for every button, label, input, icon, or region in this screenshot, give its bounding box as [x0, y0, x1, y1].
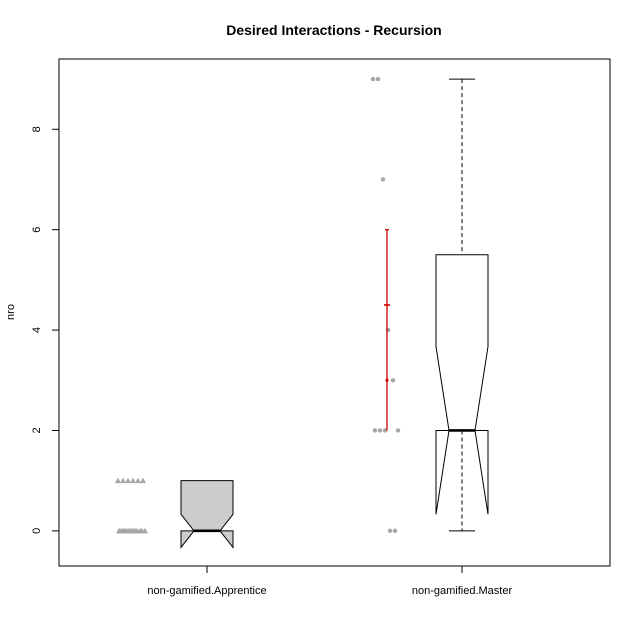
x-tick-label: non-gamified.Master — [412, 585, 513, 597]
y-axis-label: nro — [5, 304, 17, 320]
chart-title: Desired Interactions - Recursion — [226, 22, 442, 38]
jitter-point — [382, 428, 388, 433]
jitter-point — [140, 477, 146, 484]
jitter-point — [380, 177, 386, 182]
jitter-point — [121, 527, 127, 534]
jitter-point — [395, 428, 401, 433]
jitter-point — [115, 477, 121, 484]
jitter-point — [131, 527, 137, 534]
jitter-point — [390, 378, 396, 383]
jitter-points — [115, 76, 401, 534]
jitter-point — [120, 477, 126, 484]
jitter-point — [116, 527, 122, 534]
y-tick-label: 4 — [31, 327, 43, 333]
jitter-point — [135, 477, 141, 484]
x-tick-label: non-gamified.Apprentice — [147, 585, 266, 597]
jitter-point — [387, 528, 393, 534]
y-tick-label: 6 — [31, 227, 43, 233]
x-axis: non-gamified.Apprentice non-gamified.Mast… — [147, 565, 513, 597]
jitter-point — [130, 477, 136, 484]
y-tick-label: 0 — [31, 528, 43, 534]
mean-sd-lower-marker — [385, 378, 389, 382]
jitter-point — [139, 527, 145, 534]
jitter-point — [125, 477, 131, 484]
mean-sd-bars — [384, 229, 390, 431]
jitter-point — [370, 76, 376, 82]
jitter-point — [377, 428, 383, 433]
jitter-point — [372, 428, 378, 433]
y-axis: 0 2 4 6 8 — [31, 126, 60, 534]
box-body — [435, 254, 489, 515]
y-tick-label: 8 — [31, 126, 43, 132]
jitter-point — [375, 76, 381, 82]
jitter-point — [392, 528, 398, 534]
boxplots — [180, 78, 489, 549]
jitter-point — [126, 527, 132, 534]
y-tick-label: 2 — [31, 427, 43, 433]
